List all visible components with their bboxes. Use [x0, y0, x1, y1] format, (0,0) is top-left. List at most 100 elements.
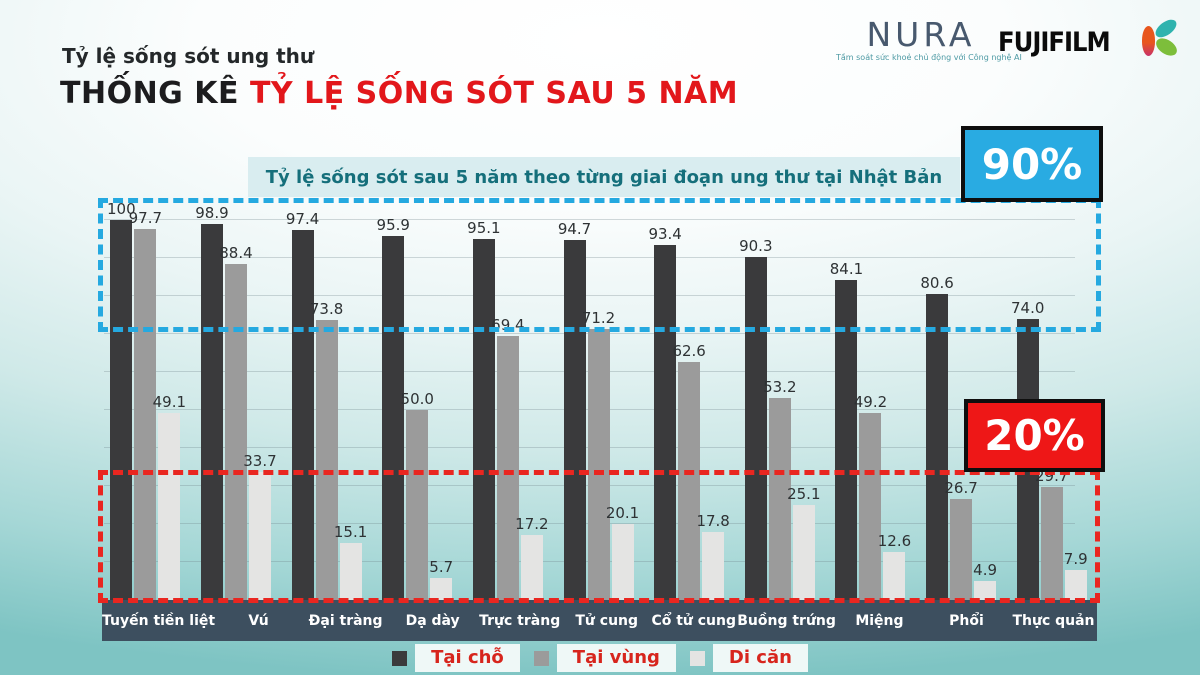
bar-group-3: 97.4 73.8 15.1: [281, 210, 372, 600]
bar-tại-vùng-7: 62.6: [672, 343, 706, 600]
bar-value-label: 25.1: [787, 484, 821, 503]
bar-value-label: 62.6: [672, 342, 706, 361]
page-title: THỐNG KÊ TỶ LỆ SỐNG SÓT SAU 5 NĂM: [60, 76, 738, 111]
bar-value-label: 73.8: [309, 299, 344, 318]
bar-value-label: 53.2: [763, 377, 797, 396]
bar-group-4: 95.9 50.0 5.7: [372, 216, 463, 600]
bar-value-label: 97.4: [285, 209, 320, 228]
fujifilm-logo: FUJIFILM: [998, 27, 1111, 58]
bar-value-label: 49.1: [152, 393, 187, 412]
bar-value-label: 49.2: [853, 393, 888, 412]
page-title-highlight: TỶ LỆ SỐNG SÓT SAU 5 NĂM: [249, 76, 739, 111]
bar-tại-vùng-9: 49.2: [854, 394, 887, 600]
bar-value-label: 20.1: [605, 503, 640, 522]
axis-label-cell-11: Thực quản: [1010, 600, 1097, 641]
low-survival-dashed-box: [98, 470, 1100, 603]
axis-label: Đại tràng: [308, 612, 383, 629]
legend-item-3: Di căn: [689, 644, 808, 672]
bar-value-label: 15.1: [333, 522, 368, 541]
chart-title-banner: Tỷ lệ sống sót sau 5 năm theo từng giai …: [248, 157, 960, 197]
bar-di-căn-7: 17.8: [696, 513, 730, 600]
high-survival-dashed-box: [98, 198, 1101, 332]
bar-group-10: 80.6 26.7 4.9: [916, 220, 1007, 600]
bar-value-label: 94.7: [557, 220, 592, 239]
bar-value-label: 84.1: [829, 260, 864, 279]
bar-chart-plot-area: 100 97.7 49.1 98.9 88.4 33.7 97.4 73.8 15.1 95.9 5…: [100, 201, 1097, 600]
bar-value-label: 95.9: [376, 215, 410, 234]
bar-value-label: 93.4: [648, 225, 682, 244]
gridline-90: [104, 257, 1075, 258]
bar-tại-vùng-4: 50.0: [401, 391, 434, 600]
axis-label-cell-3: Đại tràng: [302, 600, 389, 641]
bar-tại-vùng-6: 71.2: [582, 310, 615, 600]
bar-value-label: 26.7: [944, 478, 978, 497]
axis-label-cell-9: Miệng: [836, 600, 923, 641]
bar-di-căn-10: 4.9: [973, 562, 997, 600]
axis-label: Cổ tử cung: [651, 612, 737, 629]
axis-label-cell-8: Buồng trứng: [737, 600, 836, 641]
bar-group-1: 100 97.7 49.1: [100, 201, 191, 600]
page-title-prefix: THỐNG KÊ: [60, 76, 250, 111]
bar-di-căn-1: 49.1: [153, 394, 186, 600]
axis-label-cell-5: Trực tràng: [476, 600, 563, 641]
bar-tại-chỗ-1: 100: [107, 201, 136, 600]
legend-item-1: Tại chỗ: [392, 644, 520, 672]
axis-label: Buồng trứng: [737, 612, 836, 629]
bar-tại-vùng-2: 88.4: [219, 245, 253, 600]
legend-swatch-icon: [533, 650, 549, 666]
bar-group-8: 90.3 53.2 25.1: [734, 220, 825, 600]
axis-label: Miệng: [855, 612, 904, 629]
bar-di-căn-5: 17.2: [515, 515, 549, 600]
bar-value-label: 100: [106, 200, 136, 218]
bar-value-label: 88.4: [219, 244, 253, 263]
legend-item-2: Tại vùng: [533, 644, 676, 672]
axis-label-cell-7: Cổ tử cung: [650, 600, 737, 641]
bar-tại-chỗ-3: 97.4: [286, 210, 319, 600]
axis-label: Trực tràng: [479, 612, 561, 629]
bar-tại-vùng-1: 97.7: [129, 209, 162, 600]
chart-legend: Tại chỗ Tại vùng Di căn: [0, 644, 1200, 672]
x-axis-band: Tuyến tiền liệt Vú Đại tràng Dạ dày Trực trà…: [102, 600, 1097, 641]
bar-value-label: 17.2: [515, 514, 549, 533]
bar-tại-chỗ-10: 80.6: [920, 274, 954, 600]
nura-logo-text: NURA: [866, 15, 976, 54]
bar-value-label: 71.2: [581, 309, 616, 328]
bar-di-căn-9: 12.6: [878, 533, 911, 600]
bar-value-label: 74.0: [1011, 298, 1045, 317]
bar-tại-vùng-10: 26.7: [944, 479, 978, 600]
axis-label-cell-10: Phổi: [923, 600, 1010, 641]
axis-label: Phổi: [949, 612, 984, 629]
legend-label: Tại chỗ: [415, 644, 520, 672]
axis-label-cell-4: Dạ dày: [389, 600, 476, 641]
page-subtitle: Tỷ lệ sống sót ung thư: [62, 44, 315, 68]
bar-di-căn-2: 33.7: [243, 452, 277, 600]
bar-value-label: 80.6: [920, 273, 954, 292]
axis-label: Tuyến tiền liệt: [102, 612, 216, 629]
bar-tại-chỗ-8: 90.3: [739, 237, 773, 600]
gridline-80: [104, 295, 1075, 296]
axis-label: Tử cung: [575, 612, 639, 629]
bar-value-label: 17.8: [696, 512, 730, 531]
nura-tagline: Tầm soát sức khoẻ chủ động với Công nghệ…: [836, 53, 1022, 62]
bar-value-label: 7.9: [1063, 549, 1088, 568]
fujifilm-k-icon: [1139, 16, 1180, 62]
bar-tại-chỗ-2: 98.9: [195, 205, 229, 600]
bar-di-căn-3: 15.1: [334, 523, 367, 600]
bar-value-label: 4.9: [973, 561, 998, 580]
bar-value-label: 90.3: [739, 236, 773, 255]
bar-group-9: 84.1 49.2 12.6: [825, 220, 916, 600]
bar-value-label: 5.7: [429, 558, 454, 577]
bar-tại-chỗ-4: 95.9: [377, 216, 410, 600]
axis-label: Vú: [248, 612, 269, 629]
bar-value-label: 12.6: [877, 532, 912, 551]
bar-di-căn-4: 5.7: [429, 559, 453, 600]
axis-label: Dạ dày: [405, 612, 460, 629]
bar-tại-vùng-8: 53.2: [763, 378, 797, 600]
bar-tại-chỗ-9: 84.1: [830, 261, 863, 600]
bar-di-căn-6: 20.1: [606, 504, 639, 600]
axis-label: Thực quản: [1012, 612, 1095, 629]
bar-value-label: 33.7: [243, 451, 277, 470]
bar-groups: 100 97.7 49.1 98.9 88.4 33.7 97.4 73.8 15.1 95.9 5…: [100, 201, 1097, 600]
axis-label-cell-2: Vú: [215, 600, 302, 641]
bar-value-label: 50.0: [400, 390, 434, 408]
